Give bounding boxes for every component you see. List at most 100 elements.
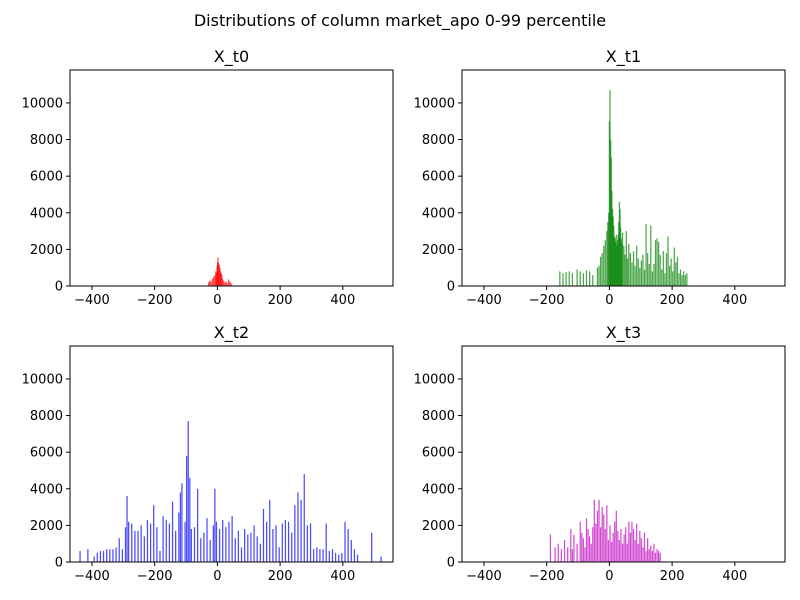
- bar-3: [560, 549, 563, 562]
- bar-23: [610, 157, 612, 286]
- bar-28: [607, 540, 610, 562]
- histogram-bars: [559, 90, 688, 286]
- y-tick-label: 10000: [22, 372, 63, 387]
- bar-56: [247, 534, 249, 562]
- bar-4: [563, 540, 566, 562]
- y-tick-label: 6000: [30, 446, 63, 461]
- bar-35: [618, 221, 620, 286]
- bar-59: [648, 264, 650, 286]
- y-tick-label: 2000: [30, 243, 63, 258]
- bar-48: [639, 530, 641, 562]
- bar-39: [197, 488, 199, 562]
- bar-38: [623, 534, 625, 562]
- bar-28: [171, 501, 174, 562]
- x-tick-label: 400: [722, 293, 747, 308]
- bar-61: [659, 552, 661, 562]
- bar-1: [562, 273, 564, 286]
- x-tick-label: −200: [137, 569, 173, 584]
- bar-13: [219, 267, 221, 286]
- bar-2: [93, 556, 95, 562]
- bar-7: [109, 549, 111, 562]
- bar-31: [615, 234, 617, 286]
- bar-8: [573, 534, 575, 562]
- bar-10: [217, 257, 219, 286]
- bar-11: [596, 267, 599, 286]
- y-tick-label: 4000: [30, 482, 63, 497]
- bar-40: [626, 543, 628, 562]
- bar-3: [568, 271, 570, 286]
- bar-57: [645, 223, 647, 286]
- bar-26: [612, 216, 614, 286]
- bar-43: [209, 540, 211, 562]
- bar-0: [549, 534, 552, 562]
- bar-17: [606, 231, 608, 286]
- bar-46: [628, 243, 630, 286]
- bar-35: [187, 421, 189, 562]
- bar-33: [616, 240, 619, 286]
- bar-17: [221, 278, 224, 286]
- bar-79: [679, 269, 682, 286]
- bar-84: [334, 552, 337, 562]
- bar-25: [162, 516, 164, 562]
- bar-55: [244, 529, 246, 562]
- bar-81: [325, 523, 327, 562]
- bar-21: [149, 523, 152, 562]
- x-tick-label: 400: [722, 569, 747, 584]
- bar-7: [571, 549, 574, 562]
- bar-14: [585, 518, 588, 562]
- bar-85: [338, 554, 340, 562]
- subplot-title: X_t2: [214, 323, 249, 343]
- bar-0: [207, 282, 210, 286]
- bar-5: [102, 551, 105, 562]
- bar-90: [353, 549, 356, 562]
- bar-68: [662, 251, 664, 286]
- bar-75: [306, 525, 309, 562]
- bar-37: [190, 529, 192, 562]
- bar-5: [576, 269, 578, 286]
- bar-68: [284, 519, 287, 562]
- y-tick-label: 6000: [30, 170, 63, 185]
- bar-0: [559, 271, 561, 286]
- bar-65: [658, 242, 660, 286]
- bar-19: [608, 212, 610, 286]
- bar-61: [651, 271, 653, 286]
- bar-42: [206, 518, 208, 562]
- bar-45: [626, 258, 629, 286]
- axes-frame: [461, 345, 786, 563]
- bar-34: [186, 455, 188, 562]
- bar-37: [621, 543, 624, 562]
- bar-7: [215, 273, 218, 286]
- bar-41: [203, 532, 205, 562]
- bar-49: [225, 527, 227, 562]
- bar-6: [106, 549, 108, 562]
- bar-44: [625, 231, 627, 286]
- bar-23: [599, 527, 602, 562]
- bar-35: [618, 540, 621, 562]
- bar-80: [681, 275, 683, 286]
- bar-60: [658, 551, 660, 562]
- x-tick-label: −200: [137, 293, 173, 308]
- bar-24: [230, 283, 232, 286]
- bar-6: [579, 271, 581, 286]
- bar-12: [124, 527, 127, 562]
- x-tick-label: 0: [213, 293, 221, 308]
- bar-76: [309, 523, 312, 562]
- bar-64: [272, 529, 274, 562]
- bar-8: [112, 549, 114, 562]
- bar-52: [637, 258, 639, 286]
- bar-66: [278, 547, 280, 562]
- bar-61: [262, 508, 265, 562]
- bar-76: [675, 262, 677, 286]
- x-tick-label: 0: [605, 293, 613, 308]
- subplot-title: X_t1: [606, 47, 641, 67]
- bar-71: [667, 236, 669, 286]
- y-tick-label: 2000: [30, 519, 63, 534]
- bar-18: [607, 221, 609, 286]
- bar-24: [611, 190, 613, 286]
- bar-54: [240, 547, 243, 562]
- bar-42: [629, 532, 632, 562]
- bar-75: [673, 247, 675, 286]
- bar-44: [632, 529, 635, 562]
- bar-23: [156, 527, 158, 562]
- bar-9: [115, 547, 117, 562]
